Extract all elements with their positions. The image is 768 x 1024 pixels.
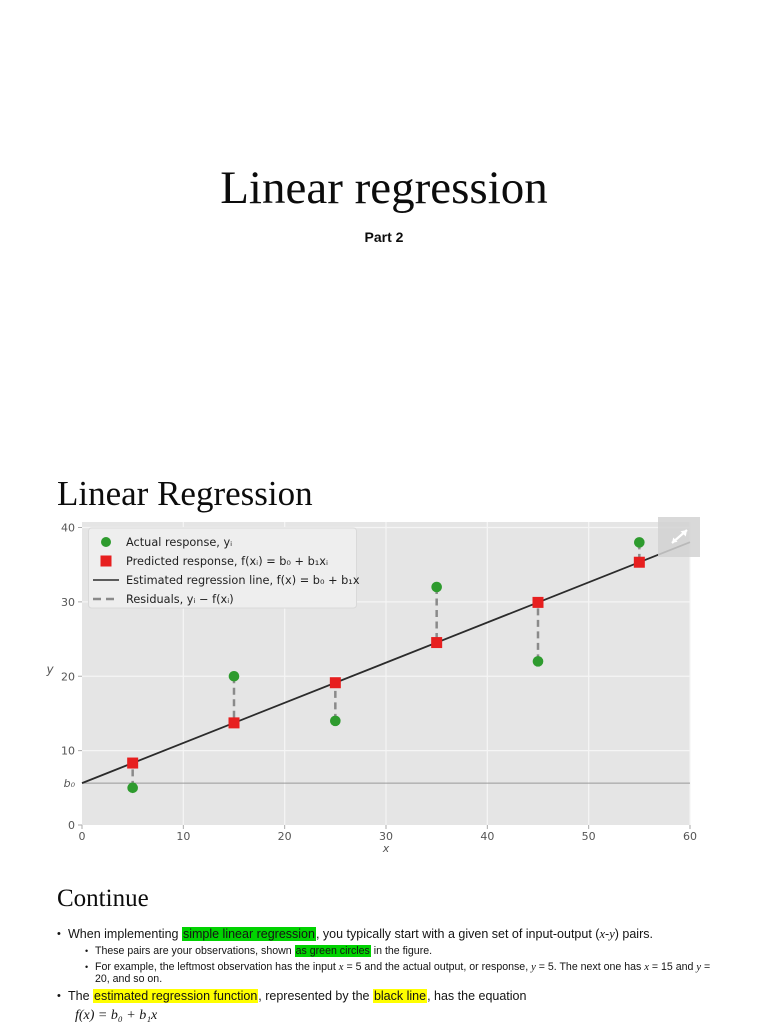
bullet-item: • When implementing simple linear regress… bbox=[57, 927, 721, 942]
actual-points bbox=[127, 537, 645, 794]
svg-text:Estimated regression line, f(x: Estimated regression line, f(x) = b₀ + b… bbox=[126, 574, 360, 587]
presentation-subtitle: Part 2 bbox=[364, 229, 404, 245]
svg-text:Predicted response, f(xᵢ) = b₀: Predicted response, f(xᵢ) = b₀ + b₁xᵢ bbox=[126, 555, 328, 568]
svg-text:20: 20 bbox=[61, 670, 75, 683]
bullet-list: • When implementing simple linear regress… bbox=[57, 927, 721, 1024]
svg-text:10: 10 bbox=[176, 830, 190, 843]
diagonal-expand-arrow-icon bbox=[671, 529, 688, 544]
svg-text:Actual response, yᵢ: Actual response, yᵢ bbox=[126, 536, 232, 549]
svg-text:y: y bbox=[45, 662, 54, 676]
bullet-marker: • bbox=[85, 961, 89, 972]
svg-text:40: 40 bbox=[480, 830, 494, 843]
svg-text:0: 0 bbox=[79, 830, 86, 843]
bullet-marker: • bbox=[57, 990, 61, 1003]
svg-text:10: 10 bbox=[61, 745, 75, 758]
bullet-text: For example, the leftmost observation ha… bbox=[95, 960, 711, 985]
svg-text:b₀: b₀ bbox=[64, 777, 76, 790]
regression-line bbox=[81, 541, 691, 784]
svg-text:50: 50 bbox=[582, 830, 596, 843]
presentation-title: Linear regression bbox=[220, 162, 548, 214]
bullet-marker: • bbox=[57, 928, 61, 940]
axis-ticks-and-labels: 0 10 20 30 40 50 60 0 10 20 30 40 b₀ y x bbox=[45, 522, 697, 856]
bullet-item: • The estimated regression function, repr… bbox=[57, 989, 721, 1004]
predicted-points bbox=[127, 556, 645, 769]
svg-text:Residuals, yᵢ − f(xᵢ): Residuals, yᵢ − f(xᵢ) bbox=[126, 593, 234, 606]
svg-text:20: 20 bbox=[278, 830, 292, 843]
svg-text:60: 60 bbox=[683, 830, 697, 843]
sub-bullet-item: • For example, the leftmost observation h… bbox=[85, 960, 721, 986]
expand-chart-button[interactable] bbox=[658, 517, 700, 557]
bullet-marker: • bbox=[85, 946, 89, 956]
sub-bullet-item: • These pairs are your observations, show… bbox=[85, 945, 721, 958]
chart-legend: Actual response, yᵢ Predicted response, f… bbox=[88, 527, 360, 609]
svg-text:40: 40 bbox=[61, 522, 75, 535]
chart-slide-heading: Linear Regression bbox=[57, 474, 313, 513]
bullet-text: When implementing simple linear regressi… bbox=[68, 927, 653, 941]
svg-text:x: x bbox=[382, 842, 390, 855]
svg-text:30: 30 bbox=[379, 830, 393, 843]
bullet-text: The estimated regression function, repre… bbox=[68, 989, 527, 1004]
bullet-text: These pairs are your observations, shown… bbox=[95, 945, 433, 957]
continue-slide-heading: Continue bbox=[57, 885, 149, 912]
svg-text:30: 30 bbox=[61, 596, 75, 609]
gridlines bbox=[82, 522, 691, 825]
svg-text:0: 0 bbox=[68, 819, 75, 832]
equation-line: f(x) = b₀ + b₁x bbox=[75, 1008, 158, 1024]
